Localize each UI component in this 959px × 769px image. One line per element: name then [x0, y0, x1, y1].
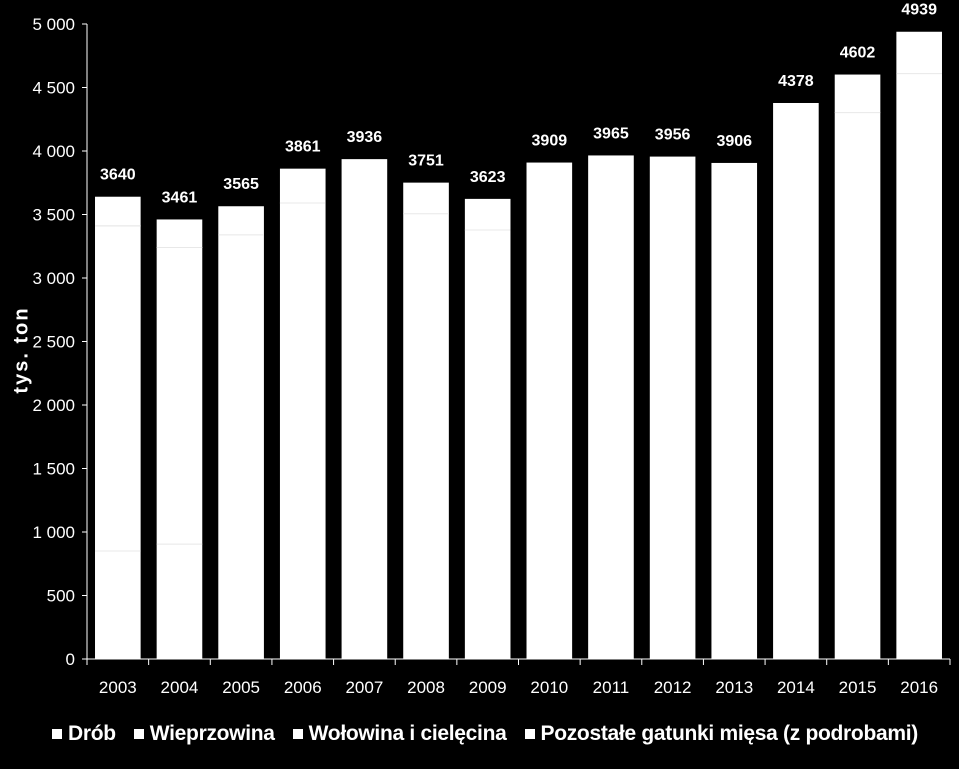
- data-label: 3906: [716, 133, 752, 150]
- x-tick-label: 2006: [284, 678, 322, 697]
- data-label: 4378: [778, 73, 814, 90]
- data-label: 3623: [470, 169, 506, 186]
- data-label: 3965: [593, 125, 629, 142]
- data-label: 3861: [285, 139, 321, 156]
- bar-total: [896, 31, 942, 659]
- y-tick-label: 3 000: [32, 269, 75, 288]
- bar-total: [649, 156, 696, 659]
- y-tick-label: 4 000: [32, 142, 75, 161]
- x-tick-label: 2011: [593, 678, 630, 697]
- y-tick-label: 3 500: [32, 206, 75, 225]
- x-tick-label: 2015: [839, 678, 877, 697]
- x-tick-label: 2014: [777, 678, 815, 697]
- legend: Drób Wieprzowina Wołowina i cielęcina Po…: [52, 719, 918, 749]
- legend-swatch: [133, 729, 144, 739]
- x-tick-label: 2008: [407, 678, 445, 697]
- data-label: 4939: [901, 2, 937, 19]
- y-tick-label: 5 000: [32, 15, 75, 34]
- x-tick-label: 2012: [654, 678, 692, 697]
- x-tick-label: 2007: [345, 678, 383, 697]
- x-tick-label: 2009: [469, 678, 507, 697]
- bar-total: [218, 206, 264, 659]
- bar-total: [156, 219, 203, 659]
- legend-item-pozostale: Pozostałe gatunki mięsa (z podrobami): [524, 722, 919, 746]
- bar-total: [95, 196, 141, 659]
- data-label: 3461: [162, 189, 198, 206]
- data-label: 3909: [532, 133, 568, 150]
- x-tick-label: 2003: [99, 678, 137, 697]
- legend-label: Pozostałe gatunki mięsa (z podrobami): [540, 722, 919, 745]
- y-tick-label: 1 500: [32, 460, 75, 479]
- legend-label: Drób: [68, 722, 116, 745]
- y-tick-label: 4 500: [32, 79, 75, 98]
- data-label: 3640: [100, 167, 136, 184]
- legend-item-wolowina: Wołowina i cielęcina: [292, 722, 507, 746]
- legend-swatch: [292, 729, 303, 739]
- data-label: 3956: [655, 127, 691, 144]
- bar-total: [711, 162, 758, 660]
- y-tick-label: 0: [66, 650, 75, 669]
- bar-total: [773, 102, 819, 659]
- legend-swatch: [52, 729, 62, 739]
- x-tick-label: 2013: [715, 678, 753, 697]
- bar-total: [526, 162, 573, 659]
- data-label: 3936: [347, 129, 383, 146]
- y-tick-label: 2 500: [32, 333, 75, 352]
- data-label: 4602: [840, 45, 876, 62]
- data-label: 3565: [223, 176, 259, 193]
- legend-item-drob: Drób: [52, 722, 116, 746]
- legend-item-wieprzowina: Wieprzowina: [133, 722, 275, 746]
- x-tick-label: 2010: [530, 678, 568, 697]
- bar-total: [403, 182, 449, 660]
- x-tick-label: 2005: [222, 678, 260, 697]
- bar-total: [834, 74, 881, 659]
- x-tick-label: 2016: [900, 678, 938, 697]
- legend-label: Wołowina i cielęcina: [308, 722, 507, 745]
- y-tick-label: 500: [47, 587, 75, 606]
- bar-total: [588, 155, 634, 659]
- bar-total: [341, 159, 388, 660]
- data-label: 3751: [408, 153, 444, 170]
- y-tick-label: 2 000: [32, 396, 75, 415]
- y-axis-label: tys. ton: [10, 306, 33, 394]
- legend-swatch: [524, 729, 535, 739]
- x-tick-label: 2004: [161, 678, 199, 697]
- bar-total: [464, 198, 511, 659]
- bar-total: [279, 168, 326, 659]
- y-tick-label: 1 000: [32, 523, 75, 542]
- legend-label: Wieprzowina: [149, 722, 275, 745]
